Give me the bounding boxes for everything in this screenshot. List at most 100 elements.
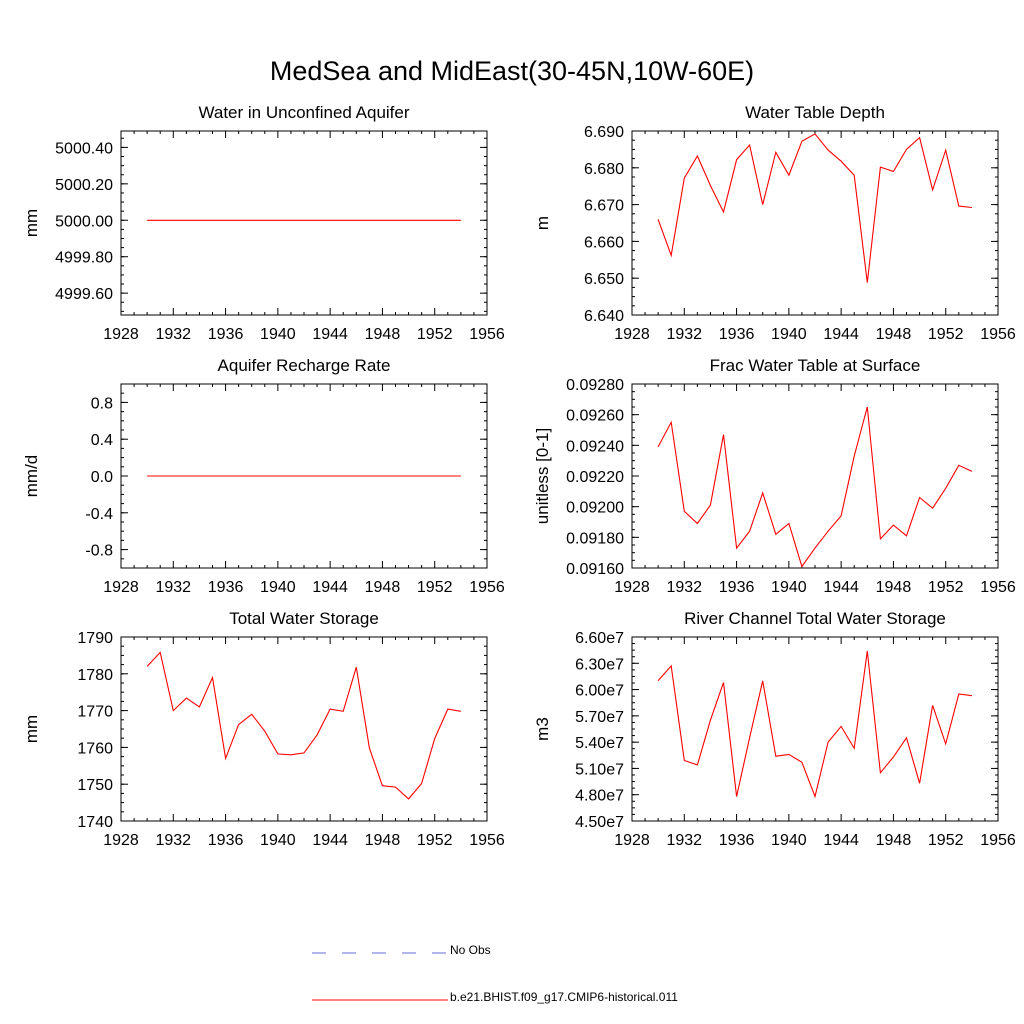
x-tick-label: 1948 bbox=[876, 326, 912, 343]
y-tick-label: 6.670 bbox=[584, 198, 624, 215]
x-tick-label: 1944 bbox=[823, 326, 859, 343]
x-tick-label: 1932 bbox=[666, 579, 702, 596]
x-tick-label: 1948 bbox=[365, 326, 401, 343]
y-tick-label: 6.680 bbox=[584, 161, 624, 178]
y-tick-label: 1750 bbox=[77, 777, 113, 794]
x-tick-label: 1952 bbox=[417, 579, 453, 596]
legend-model: b.e21.BHIST.f09_g17.CMIP6-historical.011 bbox=[312, 990, 678, 1005]
y-tick-label: 1790 bbox=[77, 630, 113, 647]
y-tick-label: 1780 bbox=[77, 667, 113, 684]
x-tick-label: 1948 bbox=[365, 832, 401, 849]
x-tick-label: 1928 bbox=[614, 579, 650, 596]
x-tick-label: 1940 bbox=[771, 832, 807, 849]
x-tick-label: 1940 bbox=[771, 579, 807, 596]
plot-frame bbox=[631, 636, 999, 822]
x-tick-label: 1940 bbox=[260, 832, 296, 849]
x-tick-label: 1948 bbox=[876, 832, 912, 849]
x-tick-label: 1936 bbox=[208, 832, 244, 849]
page-title: MedSea and MidEast(30-45N,10W-60E) bbox=[269, 56, 755, 86]
legend-model-label: b.e21.BHIST.f09_g17.CMIP6-historical.011 bbox=[450, 990, 678, 1004]
chart-panel-5: 1928 1932 1936 1940 1944 1948 1952 1956 1740 1750… bbox=[22, 609, 505, 849]
y-tick-label: 4999.80 bbox=[55, 250, 113, 267]
y-tick-label: 5.10e7 bbox=[575, 761, 624, 778]
y-tick-label: 0.09240 bbox=[566, 438, 624, 455]
x-tick-label: 1944 bbox=[312, 326, 348, 343]
y-tick-label: 6.660 bbox=[584, 234, 624, 251]
x-tick-label: 1936 bbox=[719, 326, 755, 343]
y-tick-label: 0.09180 bbox=[566, 530, 624, 547]
y-axis-label: mm bbox=[22, 715, 41, 743]
y-tick-label: 0.8 bbox=[91, 395, 113, 412]
y-axis-label: mm/d bbox=[22, 455, 41, 498]
chart-title: Water in Unconfined Aquifer bbox=[198, 103, 409, 122]
y-tick-label: 4999.60 bbox=[55, 286, 113, 303]
x-tick-label: 1952 bbox=[417, 832, 453, 849]
y-tick-label: 6.690 bbox=[584, 124, 624, 141]
chart-title: Frac Water Table at Surface bbox=[710, 356, 921, 375]
x-tick-label: 1956 bbox=[469, 579, 505, 596]
chart-panel-4: 1928 1932 1936 1940 1944 1948 1952 1956 0.09160 0… bbox=[533, 356, 1016, 596]
x-tick-label: 1932 bbox=[666, 832, 702, 849]
plot-frame bbox=[120, 636, 488, 822]
y-tick-label: 5.70e7 bbox=[575, 709, 624, 726]
series-line-1 bbox=[146, 651, 461, 800]
y-tick-label: -0.4 bbox=[85, 506, 113, 523]
y-tick-label: 5000.00 bbox=[55, 213, 113, 230]
y-tick-label: 4.80e7 bbox=[575, 788, 624, 805]
y-tick-label: 0.09200 bbox=[566, 500, 624, 517]
x-tick-label: 1936 bbox=[208, 326, 244, 343]
legend-obs-label: No Obs bbox=[450, 943, 491, 957]
x-tick-label: 1936 bbox=[719, 579, 755, 596]
y-tick-label: 6.60e7 bbox=[575, 630, 624, 647]
x-tick-label: 1944 bbox=[823, 579, 859, 596]
legend-model-swatch bbox=[312, 991, 448, 1005]
x-tick-label: 1956 bbox=[980, 579, 1016, 596]
chart-panel-6: 1928 1932 1936 1940 1944 1948 1952 1956 4.50e7 4.… bbox=[533, 609, 1016, 849]
plot-frame bbox=[120, 130, 488, 316]
chart-panel-1: 1928 1932 1936 1940 1944 1948 1952 1956 4999.60 4… bbox=[22, 103, 505, 343]
y-tick-label: 0.09160 bbox=[566, 561, 624, 578]
y-tick-label: 1740 bbox=[77, 814, 113, 831]
y-tick-label: 5000.20 bbox=[55, 177, 113, 194]
y-axis-label: m bbox=[533, 216, 552, 230]
x-tick-label: 1932 bbox=[155, 832, 191, 849]
x-tick-label: 1956 bbox=[469, 326, 505, 343]
chart-panel-2: 1928 1932 1936 1940 1944 1948 1952 1956 6.640 6.6… bbox=[533, 103, 1016, 343]
y-axis-label: m3 bbox=[533, 717, 552, 741]
x-tick-label: 1928 bbox=[103, 832, 139, 849]
x-tick-label: 1940 bbox=[771, 326, 807, 343]
x-tick-label: 1936 bbox=[719, 832, 755, 849]
y-tick-label: 6.640 bbox=[584, 308, 624, 325]
x-tick-label: 1932 bbox=[666, 326, 702, 343]
y-axis-label: unitless [0-1] bbox=[533, 428, 552, 524]
x-tick-label: 1940 bbox=[260, 579, 296, 596]
y-tick-label: 0.0 bbox=[91, 469, 113, 486]
x-tick-label: 1932 bbox=[155, 326, 191, 343]
y-tick-label: 5000.40 bbox=[55, 140, 113, 157]
y-tick-label: 5.40e7 bbox=[575, 735, 624, 752]
legend-obs: No Obs bbox=[312, 943, 491, 958]
legend-obs-swatch bbox=[312, 944, 448, 958]
series-line-1 bbox=[657, 650, 972, 799]
y-tick-label: 0.09260 bbox=[566, 408, 624, 425]
x-tick-label: 1948 bbox=[365, 579, 401, 596]
y-tick-label: 6.30e7 bbox=[575, 656, 624, 673]
x-tick-label: 1928 bbox=[614, 832, 650, 849]
plot-frame bbox=[631, 383, 999, 569]
y-tick-label: 1760 bbox=[77, 740, 113, 757]
x-tick-label: 1928 bbox=[614, 326, 650, 343]
chart-panel-3: 1928 1932 1936 1940 1944 1948 1952 1956 -0.8 -0.4… bbox=[22, 356, 505, 596]
chart-title: Aquifer Recharge Rate bbox=[218, 356, 391, 375]
chart-title: Water Table Depth bbox=[745, 103, 885, 122]
y-tick-label: 6.650 bbox=[584, 271, 624, 288]
x-tick-label: 1936 bbox=[208, 579, 244, 596]
y-axis-label: mm bbox=[22, 209, 41, 237]
x-tick-label: 1956 bbox=[469, 832, 505, 849]
y-tick-label: -0.8 bbox=[85, 543, 113, 560]
x-tick-label: 1952 bbox=[928, 832, 964, 849]
x-tick-label: 1944 bbox=[312, 579, 348, 596]
x-tick-label: 1932 bbox=[155, 579, 191, 596]
x-tick-label: 1928 bbox=[103, 326, 139, 343]
x-tick-label: 1928 bbox=[103, 579, 139, 596]
